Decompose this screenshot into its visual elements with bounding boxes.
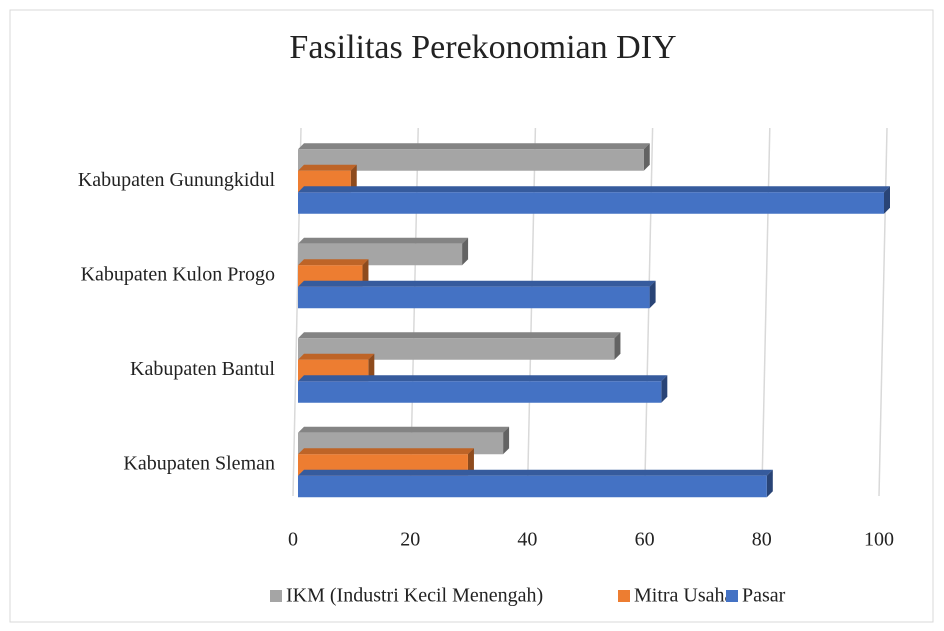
- bar-front: [298, 286, 650, 309]
- x-tick-label: 20: [400, 529, 420, 551]
- bar-front: [298, 192, 884, 214]
- bar-side: [884, 186, 890, 214]
- bar-top: [298, 332, 621, 339]
- bar-top: [298, 186, 890, 193]
- y-tick-label: Kabupaten Bantul: [130, 358, 275, 380]
- x-tick-label: 100: [864, 529, 894, 551]
- bar-front: [298, 381, 662, 403]
- bar-top: [298, 164, 357, 171]
- bar-front: [298, 475, 767, 498]
- bar-top: [298, 353, 375, 360]
- legend-swatch: [726, 590, 738, 602]
- y-tick-label: Kabupaten Gunungkidul: [78, 169, 276, 191]
- bar-top: [298, 280, 656, 287]
- bar: [298, 469, 773, 498]
- legend-label: Pasar: [742, 585, 786, 607]
- bar-top: [298, 448, 474, 455]
- bar-side: [467, 448, 474, 476]
- bar: [298, 332, 621, 360]
- bar: [298, 143, 650, 171]
- legend-swatch: [270, 590, 282, 602]
- legend-label: IKM (Industri Kecil Menengah): [286, 585, 543, 607]
- x-tick-label: 80: [752, 529, 772, 551]
- bar-side: [368, 353, 375, 382]
- chart-border: [9, 9, 934, 623]
- bar-top: [298, 375, 668, 382]
- bar-top: [298, 237, 469, 244]
- y-tick-label: Kabupaten Sleman: [123, 453, 275, 475]
- bar-side: [614, 332, 621, 360]
- bar: [298, 186, 890, 214]
- bar-side: [643, 143, 650, 171]
- bar-side: [661, 375, 668, 403]
- legend-label: Mitra Usaha: [634, 585, 734, 607]
- bar-side: [350, 164, 357, 193]
- y-tick-label: Kabupaten Kulon Progo: [81, 264, 275, 286]
- bar-top: [298, 426, 510, 433]
- bar-front: [298, 338, 615, 360]
- chart-title: Fasilitas Perekonomian DIY: [289, 29, 676, 66]
- legend-swatch: [618, 590, 630, 602]
- bar-side: [649, 280, 656, 309]
- x-tick-label: 40: [517, 529, 537, 551]
- bar-side: [503, 426, 510, 455]
- bar-front: [298, 149, 644, 171]
- x-tick-label: 0: [288, 529, 298, 551]
- bar-side: [462, 237, 469, 266]
- bar-side: [766, 469, 773, 498]
- bar: [298, 280, 656, 309]
- bar-top: [298, 469, 773, 476]
- bar: [298, 375, 668, 403]
- bar-top: [298, 143, 650, 150]
- bar-side: [362, 259, 369, 287]
- bar-top: [298, 259, 369, 266]
- x-tick-label: 60: [635, 529, 655, 551]
